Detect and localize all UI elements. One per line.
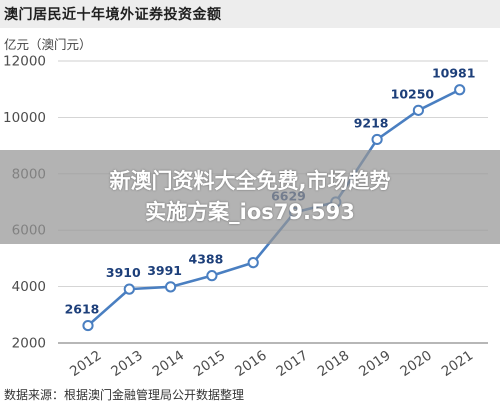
x-tick-label-2019: 2019 bbox=[356, 347, 393, 379]
data-label-2021: 10981 bbox=[432, 66, 476, 81]
data-label-2020: 10250 bbox=[391, 86, 435, 101]
data-point-2019 bbox=[371, 133, 383, 146]
data-point-2014 bbox=[165, 281, 177, 293]
y-axis-unit-label: 亿元（澳门元） bbox=[4, 37, 92, 52]
data-label-2014: 3991 bbox=[147, 263, 182, 278]
watermark-line-1: 新澳门资料大全免费,市场趋势 bbox=[109, 169, 391, 193]
x-tick-label-2014: 2014 bbox=[150, 347, 187, 379]
data-point-2015 bbox=[206, 270, 218, 282]
x-tick-label-2021: 2021 bbox=[439, 347, 476, 379]
data-label-2019: 9218 bbox=[354, 115, 389, 130]
chart-title: 澳门居民近十年境外证券投资金额 bbox=[4, 7, 222, 23]
x-tick-label-2013: 2013 bbox=[108, 347, 145, 379]
x-tick-label-2020: 2020 bbox=[397, 347, 434, 379]
data-label-2015: 4388 bbox=[189, 252, 224, 267]
x-tick-label-2017: 2017 bbox=[274, 347, 311, 379]
x-tick-label-2012: 2012 bbox=[67, 347, 104, 379]
data-point-2016 bbox=[247, 257, 259, 269]
title-bar: 澳门居民近十年境外证券投资金额 bbox=[0, 0, 500, 28]
data-label-2013: 3910 bbox=[106, 265, 141, 280]
x-tick-label-2015: 2015 bbox=[191, 347, 228, 379]
data-point-2021 bbox=[454, 84, 466, 96]
y-tick-label-12000: 12000 bbox=[3, 54, 46, 70]
x-tick-label-2018: 2018 bbox=[315, 347, 352, 379]
watermark-line-2: 实施方案_ios79.593 bbox=[145, 200, 355, 224]
y-tick-label-10000: 10000 bbox=[3, 110, 46, 126]
data-label-2012: 2618 bbox=[65, 302, 100, 317]
watermark-overlay: 新澳门资料大全免费,市场趋势 实施方案_ios79.593 bbox=[0, 150, 500, 244]
y-tick-label-2000: 2000 bbox=[12, 336, 46, 352]
data-point-2020 bbox=[412, 104, 424, 116]
data-point-2013 bbox=[123, 283, 135, 295]
source-note: 数据来源：根据澳门金融管理局公开数据整理 bbox=[4, 388, 245, 402]
data-point-2012 bbox=[82, 319, 94, 332]
y-tick-label-4000: 4000 bbox=[12, 279, 46, 295]
x-tick-label-2016: 2016 bbox=[232, 347, 269, 379]
